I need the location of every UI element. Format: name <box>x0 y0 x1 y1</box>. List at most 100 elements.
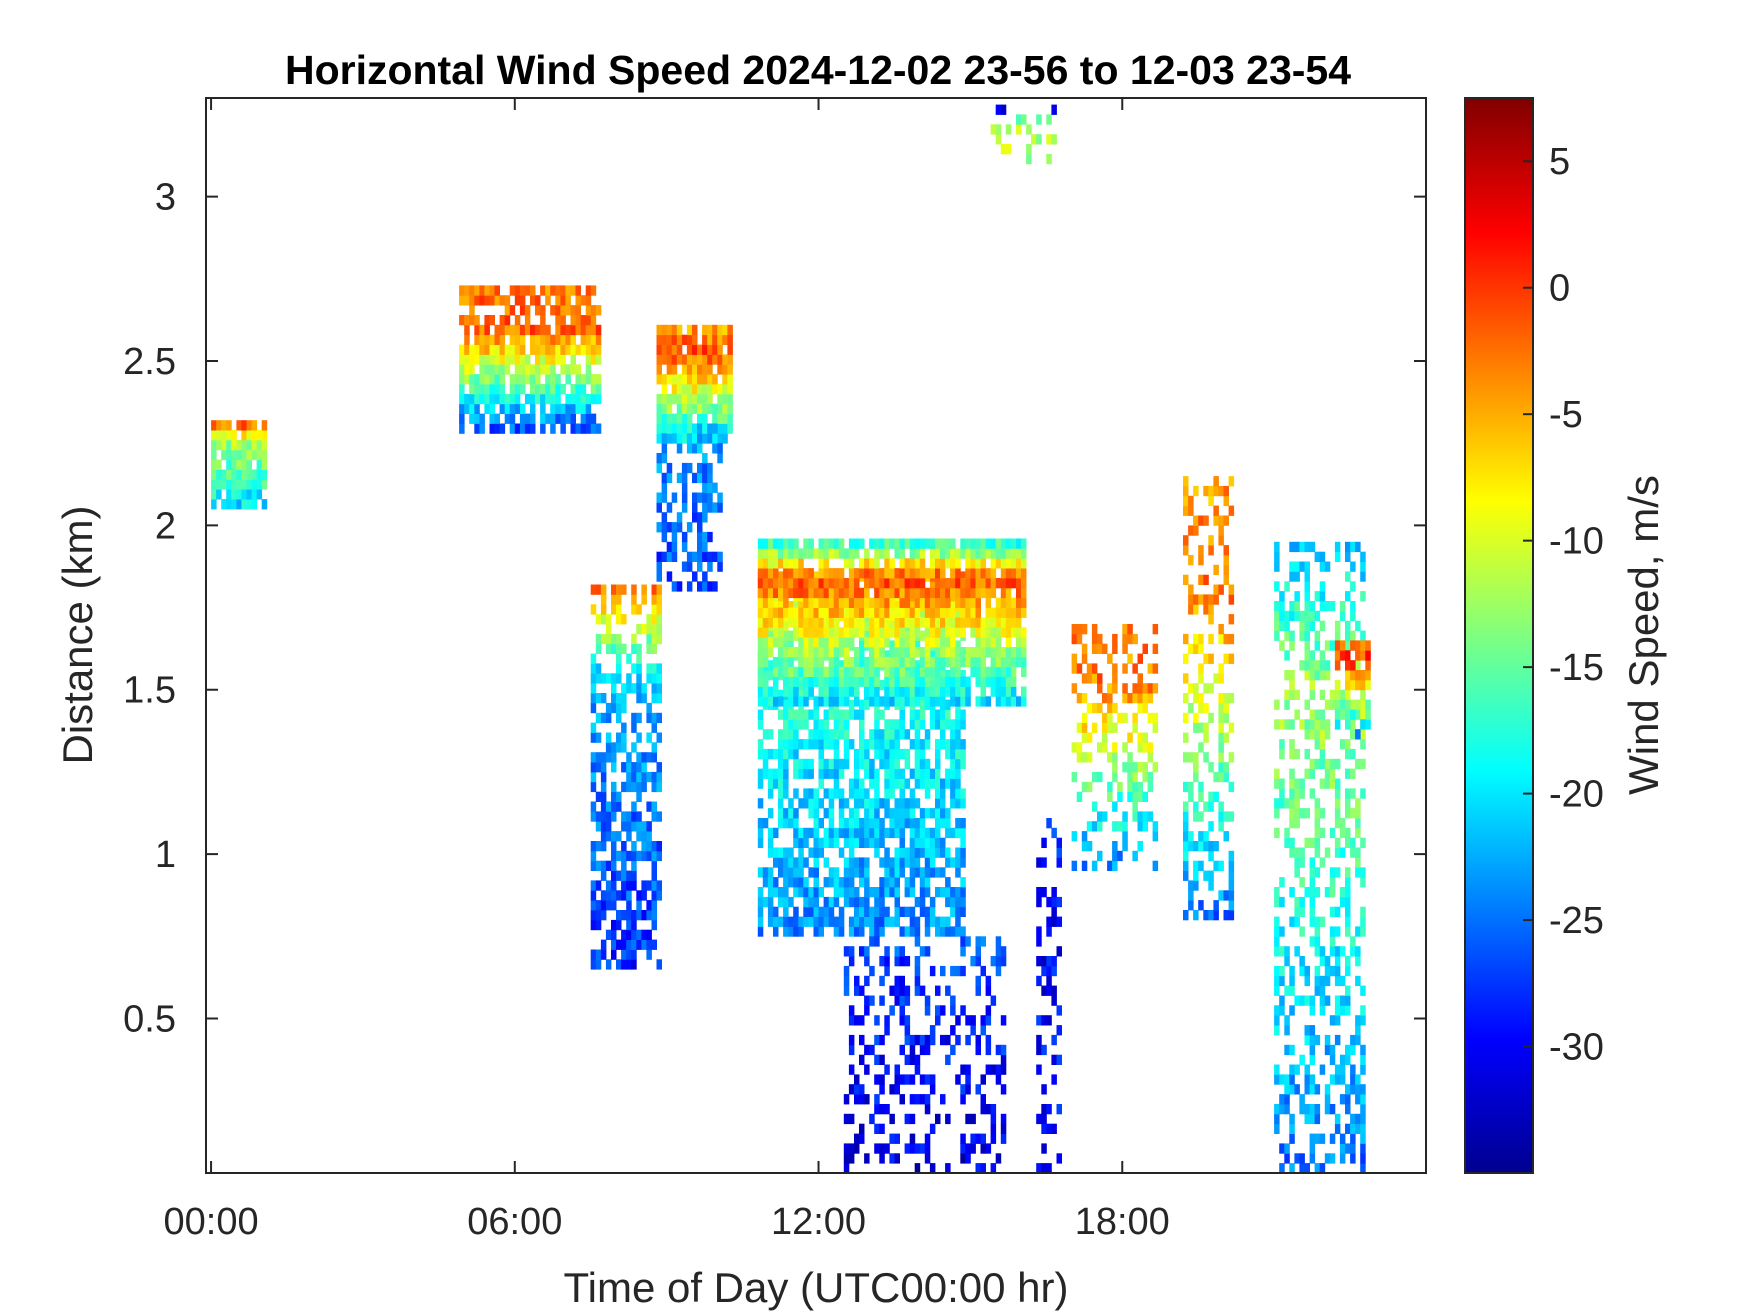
heatmap-cell <box>833 926 840 937</box>
heatmap-cell <box>919 709 926 720</box>
heatmap-cell <box>1279 896 1285 908</box>
heatmap-cell <box>1127 771 1133 783</box>
heatmap-cell <box>1076 633 1083 645</box>
heatmap-cell <box>935 637 941 648</box>
heatmap-cell <box>580 324 587 336</box>
heatmap-cell <box>1319 591 1326 602</box>
heatmap-cell <box>798 617 804 628</box>
heatmap-cell <box>1010 538 1017 549</box>
heatmap-cell <box>1329 640 1336 651</box>
heatmap-cell <box>940 656 946 668</box>
heatmap-cell <box>990 1064 997 1075</box>
heatmap-cell <box>955 587 961 599</box>
heatmap-cell <box>1218 811 1224 822</box>
heatmap-cell <box>833 676 840 687</box>
heatmap-cell <box>1339 995 1346 1006</box>
heatmap-cell <box>874 568 880 579</box>
heatmap-cell <box>778 689 784 700</box>
heatmap-cell <box>889 867 895 878</box>
heatmap-cell <box>1314 551 1321 562</box>
heatmap-cell <box>1213 485 1219 497</box>
heatmap-cell <box>823 578 830 589</box>
heatmap-cell <box>919 847 926 858</box>
heatmap-cell <box>489 315 495 326</box>
heatmap-cell <box>459 413 465 424</box>
heatmap-cell <box>990 956 997 967</box>
heatmap-cell <box>1329 946 1336 957</box>
heatmap-cell <box>1355 640 1361 651</box>
heatmap-cell <box>919 887 926 898</box>
heatmap-cell <box>1289 1084 1295 1095</box>
heatmap-cell <box>1122 742 1128 753</box>
heatmap-cell <box>793 758 799 770</box>
heatmap-cell <box>884 1015 890 1026</box>
heatmap-cell <box>499 324 506 336</box>
heatmap-cell <box>904 647 911 658</box>
heatmap-cell <box>1360 877 1366 888</box>
heatmap-cell <box>823 640 830 651</box>
heatmap-cell <box>864 887 870 898</box>
heatmap-cell <box>1294 561 1300 572</box>
heatmap-cell <box>661 324 668 336</box>
heatmap-cell <box>697 492 703 503</box>
heatmap-cell <box>813 696 819 707</box>
heatmap-cell <box>813 676 819 687</box>
heatmap-cell <box>889 558 895 569</box>
heatmap-cell <box>924 857 931 868</box>
colorbar-tick-label: -5 <box>1549 394 1583 436</box>
heatmap-cell <box>1355 670 1361 681</box>
heatmap-cell <box>823 617 830 628</box>
heatmap-cell <box>1345 739 1351 750</box>
heatmap-cell <box>1294 867 1300 878</box>
heatmap-cell <box>616 732 622 743</box>
heatmap-cell <box>919 818 926 829</box>
heatmap-cell <box>813 818 819 829</box>
heatmap-cell <box>484 393 490 405</box>
heatmap-cell <box>1360 1113 1366 1125</box>
heatmap-cell <box>1010 617 1017 628</box>
heatmap-cell <box>1198 693 1204 704</box>
heatmap-cell <box>590 841 597 852</box>
heatmap-cell <box>641 831 647 842</box>
heatmap-cell <box>1360 1143 1366 1154</box>
heatmap-cell <box>585 393 592 405</box>
heatmap-cell <box>945 637 951 648</box>
heatmap-cell <box>1279 946 1285 957</box>
heatmap-cell <box>1289 679 1295 691</box>
heatmap-cell <box>843 739 850 750</box>
heatmap-cell <box>1041 857 1047 868</box>
heatmap-cell <box>504 344 511 355</box>
heatmap-cell <box>651 811 657 822</box>
heatmap-cell <box>1309 1034 1316 1046</box>
heatmap-cell <box>813 709 819 720</box>
heatmap-cell <box>874 676 880 687</box>
heatmap-cell <box>965 538 971 549</box>
heatmap-cell <box>524 324 531 336</box>
heatmap-cell <box>904 558 911 569</box>
heatmap-cell <box>965 676 971 687</box>
heatmap-cell <box>1350 1084 1356 1095</box>
heatmap-cell <box>1274 1113 1280 1125</box>
heatmap-cell <box>808 578 814 589</box>
heatmap-cell <box>884 867 890 878</box>
heatmap-cell <box>1284 1143 1290 1154</box>
heatmap-cell <box>1289 788 1295 799</box>
heatmap-cell <box>1289 887 1295 898</box>
heatmap-cell <box>1289 847 1295 858</box>
heatmap-cell <box>879 1153 885 1164</box>
heatmap-cell <box>1183 712 1189 724</box>
heatmap-cell <box>1183 476 1189 487</box>
heatmap-cell <box>1289 670 1295 681</box>
heatmap-cell <box>641 771 647 783</box>
heatmap-cell <box>965 647 971 658</box>
heatmap-cell <box>894 956 900 967</box>
heatmap-cell <box>1355 946 1361 957</box>
heatmap-cell <box>1339 827 1346 839</box>
heatmap-cell <box>697 551 703 562</box>
heatmap-cell <box>1345 906 1351 917</box>
heatmap-cell <box>1345 1123 1351 1134</box>
heatmap-cell <box>889 676 895 687</box>
heatmap-cell <box>1319 1064 1326 1075</box>
heatmap-cell <box>1142 771 1148 783</box>
heatmap-cell <box>590 315 597 326</box>
